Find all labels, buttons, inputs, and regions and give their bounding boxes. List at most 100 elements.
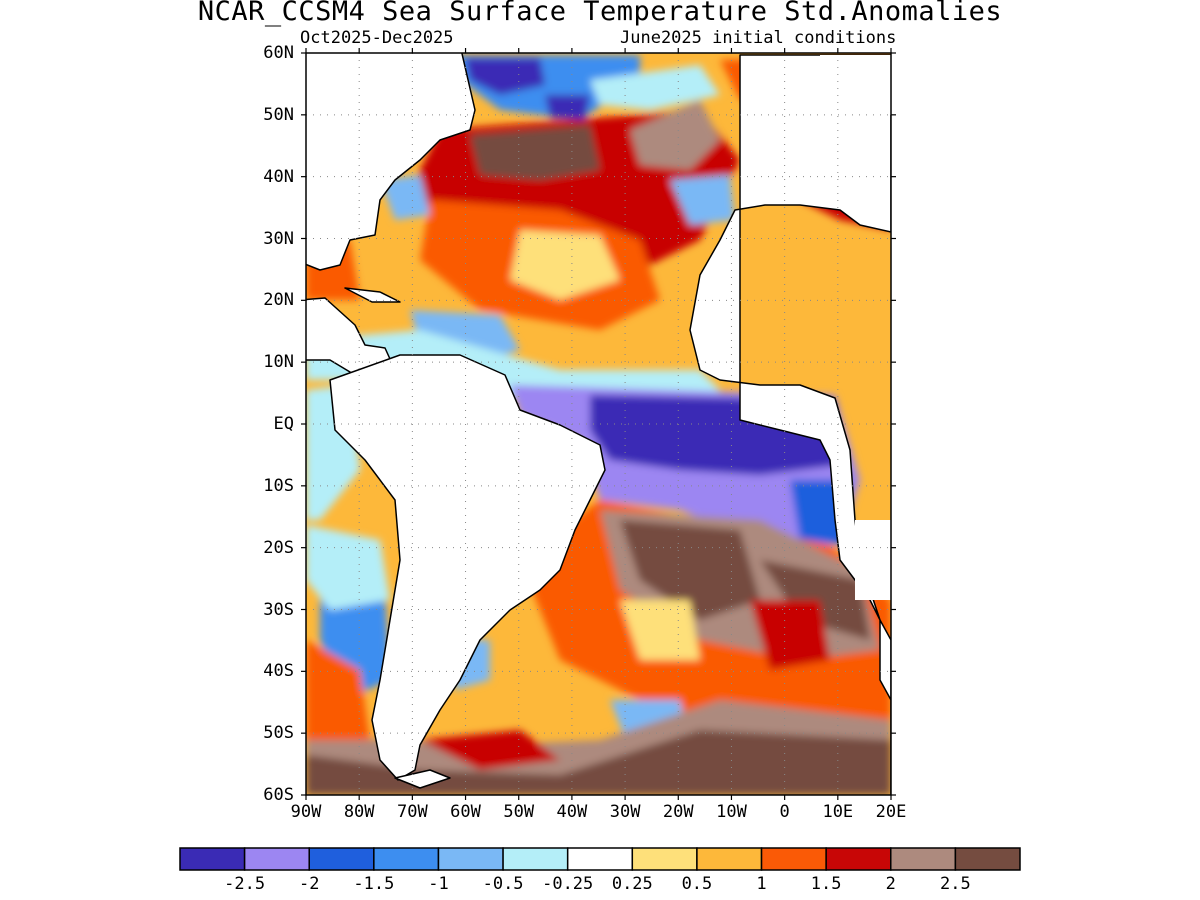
colorbar-label: -2 bbox=[299, 874, 319, 894]
caribbean-cold-patch bbox=[410, 310, 520, 365]
colorbar-label: -1 bbox=[428, 874, 448, 894]
colorbar-swatch bbox=[696, 847, 763, 871]
graticule bbox=[306, 53, 891, 795]
forecast-period: Oct2025-Dec2025 bbox=[300, 28, 454, 48]
colorbar-swatch bbox=[373, 847, 440, 871]
equatorial-cold-core bbox=[590, 395, 840, 475]
north-atlantic-brown-patch-2 bbox=[630, 100, 720, 170]
colorbar-swatch bbox=[308, 847, 375, 871]
latitude-label: 60N bbox=[263, 43, 294, 63]
colorbar-label: 1 bbox=[756, 874, 766, 894]
longitude-label: 60W bbox=[450, 802, 481, 822]
map-frame bbox=[305, 52, 892, 796]
subpolar-light-blue bbox=[590, 65, 720, 110]
southern-ocean-red bbox=[420, 730, 560, 770]
angola-cold-patch bbox=[790, 480, 850, 545]
longitude-label: 90W bbox=[290, 802, 322, 822]
latitude-label: EQ bbox=[273, 414, 294, 434]
south-cold-patch bbox=[610, 700, 690, 750]
longitude-label: 70W bbox=[397, 802, 428, 822]
caribbean-warm-patch bbox=[306, 240, 360, 300]
colorbar-swatch bbox=[760, 847, 827, 871]
cuba-island bbox=[344, 287, 401, 303]
colorbar-label: 0.25 bbox=[612, 874, 653, 894]
colorbar-swatch bbox=[825, 847, 892, 871]
longitude-label: 0 bbox=[779, 802, 790, 822]
colorbar-label: 2 bbox=[886, 874, 896, 894]
falklands-cold bbox=[445, 640, 490, 690]
southeast-pacific-light bbox=[306, 385, 360, 520]
anomaly-fields bbox=[306, 55, 891, 795]
axis-ticks bbox=[301, 48, 896, 800]
latitude-label: 30S bbox=[263, 599, 294, 620]
landmasses bbox=[306, 53, 891, 795]
colorbar-swatch bbox=[890, 847, 957, 871]
colorbar-swatch bbox=[179, 847, 246, 871]
north-sea-warm bbox=[720, 55, 891, 110]
colorbar-label: -0.5 bbox=[483, 874, 524, 894]
south-atlantic-tan bbox=[600, 510, 880, 660]
africa-land-fill bbox=[855, 520, 891, 600]
colorbar-swatch bbox=[243, 847, 310, 871]
chile-light-band bbox=[306, 525, 390, 610]
latitude-label: 20S bbox=[263, 537, 294, 558]
latitude-label: 50S bbox=[263, 723, 294, 744]
south-atlantic-brown bbox=[620, 520, 760, 620]
tierra-del-fuego bbox=[394, 769, 451, 789]
north-atlantic-brown-patch bbox=[470, 125, 600, 180]
southern-ocean-brown bbox=[306, 730, 891, 795]
latitude-label: 50N bbox=[263, 104, 294, 125]
latitude-label: 30N bbox=[263, 228, 294, 249]
chile-cold-band bbox=[320, 580, 390, 700]
south-atlantic-red bbox=[750, 600, 830, 670]
longitude-label: 30W bbox=[609, 802, 641, 822]
mediterranean-warm bbox=[785, 150, 891, 230]
initial-conditions: June2025 initial conditions bbox=[620, 28, 897, 48]
north-america-land bbox=[306, 53, 476, 271]
benguela-brown bbox=[760, 560, 870, 640]
south-atlantic-yellow bbox=[620, 600, 700, 660]
ocean-background bbox=[306, 53, 891, 795]
colorbar-label: -0.25 bbox=[542, 874, 593, 894]
latitude-label: 40N bbox=[263, 166, 294, 187]
labrador-cold-tongue bbox=[450, 55, 640, 120]
colorbar-swatch bbox=[502, 847, 569, 871]
latitude-label: 10N bbox=[263, 352, 294, 373]
chile-warm-band bbox=[306, 640, 370, 740]
europe-land-fill bbox=[820, 55, 891, 115]
longitude-label: 10E bbox=[822, 802, 854, 822]
longitude-label: 40W bbox=[556, 802, 588, 822]
colorbar-swatch bbox=[437, 847, 504, 871]
longitude-label: 50W bbox=[503, 802, 535, 822]
iberia-africa-land bbox=[689, 54, 891, 795]
equatorial-lavender-band bbox=[510, 385, 860, 545]
latitude-label: 40S bbox=[263, 661, 294, 682]
colorbar-label: 2.5 bbox=[940, 874, 971, 894]
colorbar-label: 0.5 bbox=[682, 874, 713, 894]
latitude-label: 60S bbox=[263, 785, 294, 805]
colorbar-label: -1.5 bbox=[353, 874, 394, 894]
latitude-label: 20N bbox=[263, 290, 294, 311]
colorbar-swatch bbox=[631, 847, 698, 871]
north-atlantic-orange-band bbox=[420, 200, 660, 330]
central-america-land bbox=[306, 297, 396, 379]
labrador-cold-core bbox=[465, 58, 545, 95]
iberia-cold-patch bbox=[670, 175, 735, 225]
longitude-label: 20W bbox=[662, 802, 694, 822]
tropical-light-blue-band bbox=[306, 330, 720, 410]
north-atlantic-yellow-patch bbox=[510, 230, 620, 300]
north-atlantic-warm-core bbox=[410, 110, 740, 290]
colorbar-swatch bbox=[566, 847, 634, 871]
colorbar-swatch bbox=[954, 847, 1021, 871]
colorbar-label: 1.5 bbox=[811, 874, 842, 894]
southern-ocean-tan bbox=[306, 700, 891, 795]
south-atlantic-warm-band bbox=[520, 500, 891, 730]
subpolar-cold-core bbox=[545, 95, 590, 120]
longitude-label: 10W bbox=[716, 802, 747, 822]
map-title: NCAR_CCSM4 Sea Surface Temperature Std.A… bbox=[197, 0, 1003, 27]
gulf-cold-patch bbox=[380, 175, 430, 220]
colorbar-label: -2.5 bbox=[224, 874, 265, 894]
longitude-label: 80W bbox=[343, 802, 375, 822]
